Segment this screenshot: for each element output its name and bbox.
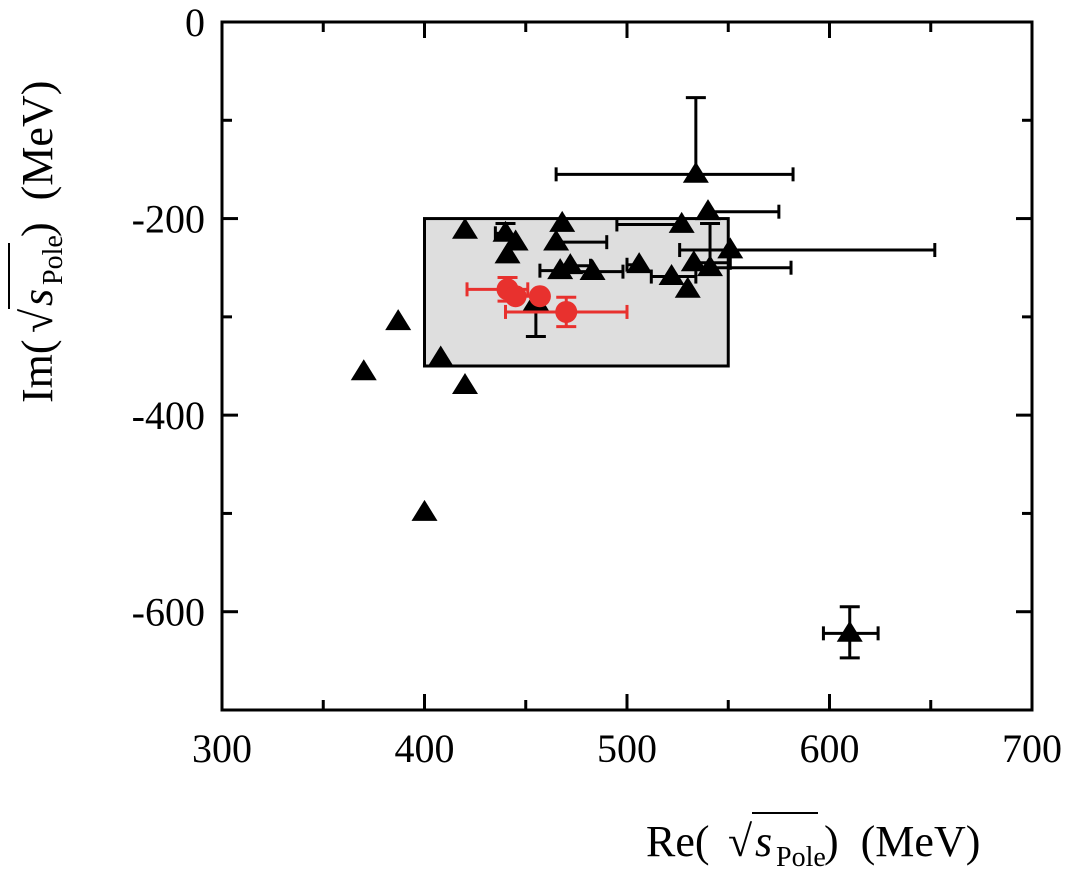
tick-labels: 300 400 500 600 700 0 -200 -400 -600: [132, 0, 1062, 771]
triangle-point: [682, 161, 709, 183]
triangle-point: [626, 252, 653, 274]
triangle-point: [494, 242, 521, 264]
x-axis-title-prefix: Re(: [646, 817, 710, 866]
triangle-point: [543, 229, 570, 251]
markers: [350, 161, 863, 642]
x-tick-label: 500: [597, 726, 657, 771]
y-tick-label: -400: [132, 393, 205, 438]
y-tick-label: -600: [132, 590, 205, 635]
triangle-point: [695, 199, 721, 221]
triangle-point: [411, 499, 438, 521]
triangle-point: [549, 210, 576, 232]
triangle-point: [452, 373, 478, 395]
triangle-point: [557, 253, 584, 275]
x-tick-label: 300: [192, 726, 252, 771]
triangle-point: [668, 211, 695, 233]
y-tick-label: 0: [185, 0, 205, 45]
triangle-point: [579, 259, 606, 281]
y-axis-title-sqrt: √: [13, 308, 62, 333]
triangle-point: [427, 345, 454, 367]
x-axis-title: Re( √ s Pole ) (MeV): [646, 812, 980, 869]
triangle-point: [697, 255, 724, 277]
y-axis-title-s: s: [13, 289, 62, 306]
y-axis-title: Im( √ s Pole ) (MeV): [8, 81, 69, 403]
circle-point: [504, 285, 527, 308]
circle-point: [528, 285, 551, 308]
triangle-point: [717, 237, 744, 259]
triangle-point: [836, 620, 863, 642]
triangle-point: [658, 263, 685, 285]
triangle-point: [385, 309, 412, 331]
triangle-point: [350, 359, 377, 381]
x-tick-label: 400: [395, 726, 455, 771]
x-axis-title-s: s: [755, 817, 772, 866]
x-tick-label: 700: [1002, 726, 1062, 771]
x-tick-label: 600: [800, 726, 860, 771]
x-axis-title-sqrt: √: [728, 817, 753, 866]
circle-point: [555, 300, 578, 323]
y-axis-title-prefix: Im(: [13, 339, 62, 403]
axis-ticks: [220, 20, 1034, 712]
y-axis-title-suffix: ) (MeV): [13, 81, 62, 237]
x-axis-title-suffix: ) (MeV): [824, 817, 980, 866]
triangle-point: [680, 250, 707, 272]
triangle-point: [452, 217, 478, 239]
y-axis-title-sub: Pole: [38, 235, 69, 285]
x-axis-title-sub: Pole: [776, 842, 826, 869]
triangle-point: [502, 229, 529, 251]
triangle-point: [674, 276, 701, 298]
y-tick-label: -200: [132, 197, 205, 242]
